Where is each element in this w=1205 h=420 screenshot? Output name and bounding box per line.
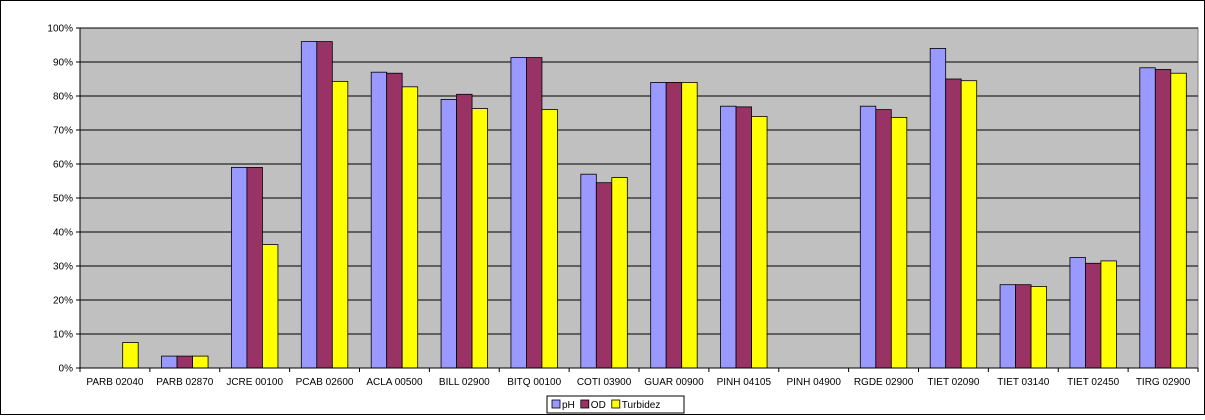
x-axis: PARB 02040 PARB 02870 JCRE 00100 PCAB 02600… [79, 367, 1199, 388]
y-tick-label: 30% [53, 262, 73, 273]
bar [471, 108, 488, 369]
bar [1085, 262, 1102, 369]
bar [1100, 260, 1117, 369]
y-tick-label: 40% [53, 228, 73, 239]
bar [262, 244, 279, 369]
bar [945, 78, 962, 369]
bar [650, 82, 667, 369]
gridlines [80, 27, 1198, 335]
y-tick-label: 0% [59, 364, 74, 375]
bar [1030, 285, 1047, 369]
bar [1170, 72, 1187, 369]
x-tick-label: PARB 02870 [156, 377, 214, 388]
bar [580, 173, 597, 369]
legend-swatch [580, 399, 590, 409]
x-tick-label: TIET 03140 [997, 377, 1050, 388]
y-tick-label: 60% [53, 160, 73, 171]
bar [386, 72, 403, 369]
y-tick-label: 100% [47, 24, 73, 35]
x-tick-label: TIRG 02900 [1136, 377, 1191, 388]
legend-swatch [551, 399, 561, 409]
bar [331, 80, 349, 369]
legend-label: pH [562, 400, 575, 411]
x-tick-label: TIET 02090 [927, 377, 980, 388]
x-tick-label: BILL 02900 [439, 377, 490, 388]
bar [999, 284, 1016, 369]
y-tick-label: 20% [53, 296, 73, 307]
x-tick-label: ACLA 00500 [366, 377, 423, 388]
x-tick-label: BITQ 00100 [507, 377, 561, 388]
x-tick-label: COTI 03900 [577, 377, 632, 388]
bar [681, 82, 698, 369]
y-tick-label: 80% [53, 92, 73, 103]
bar [890, 117, 908, 369]
bar [1154, 69, 1172, 369]
bar [960, 80, 978, 369]
bar [1069, 257, 1086, 369]
bar [526, 57, 543, 369]
bar [611, 177, 628, 369]
y-tick-label: 10% [53, 330, 73, 341]
bar [456, 93, 473, 369]
bar [300, 41, 318, 369]
bar [370, 71, 388, 369]
x-tick-label: PINH 04900 [786, 377, 841, 388]
x-tick-label: PCAB 02600 [296, 377, 354, 388]
bar [929, 48, 947, 369]
x-tick-label: JCRE 00100 [226, 377, 283, 388]
bar [541, 109, 558, 369]
legend-swatch [611, 399, 621, 409]
legend-label: OD [591, 400, 606, 411]
bar [875, 109, 892, 369]
bar [176, 355, 193, 369]
bar [510, 57, 527, 369]
bar [720, 105, 737, 369]
bar [316, 41, 333, 369]
bar [161, 355, 178, 369]
bar [192, 355, 209, 369]
bar [751, 116, 768, 369]
y-tick-label: 50% [53, 194, 73, 205]
bar [595, 182, 613, 369]
bar [246, 166, 263, 369]
bars [122, 41, 1187, 369]
legend-label: Turbidez [622, 400, 661, 411]
bar [401, 86, 419, 369]
bar [122, 342, 139, 369]
y-tick-label: 90% [53, 58, 73, 69]
x-tick-label: RGDE 02900 [854, 377, 914, 388]
bar [440, 99, 457, 369]
bar [1139, 67, 1156, 369]
bar [231, 166, 248, 369]
x-tick-label: PINH 04105 [717, 377, 772, 388]
y-tick-label: 70% [53, 126, 73, 137]
bar [1015, 284, 1032, 369]
x-tick-label: PARB 02040 [86, 377, 144, 388]
x-tick-label: TIET 02450 [1067, 377, 1120, 388]
bar [859, 105, 877, 369]
legend: pH OD Turbidez [546, 395, 685, 414]
bar [735, 106, 752, 369]
x-tick-label: GUAR 00900 [644, 377, 704, 388]
bar [665, 82, 683, 369]
y-axis: 0% 10% 20% 30% 40% 50% 60% 70% 80% 90% 100% [47, 24, 81, 375]
